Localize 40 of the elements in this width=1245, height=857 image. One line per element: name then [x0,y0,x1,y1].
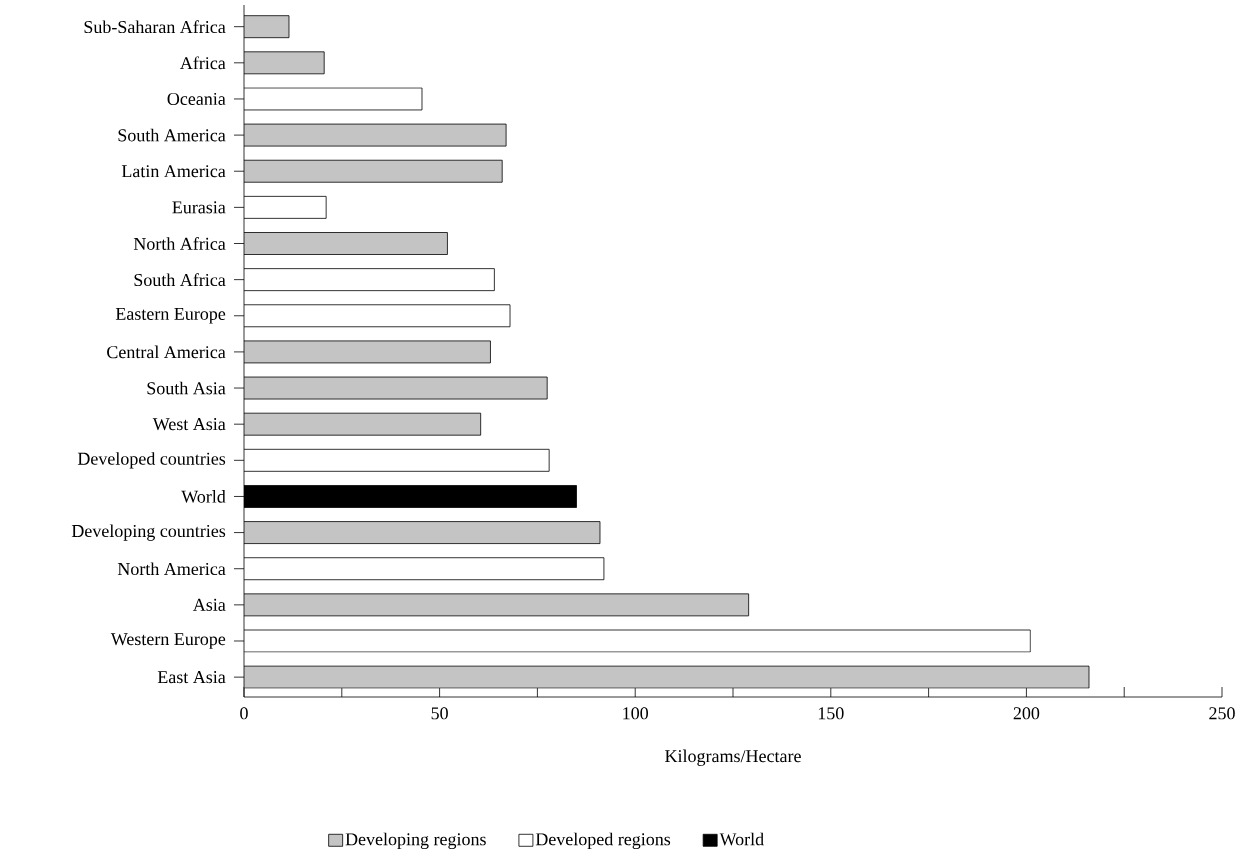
x-tick-label: 200 [1013,707,1040,720]
y-tick-label: South America [118,128,226,142]
y-tick-label: West Asia [152,418,226,431]
x-tick-label: 50 [431,707,448,720]
y-tick-label: Western Europe [110,633,226,649]
bar [244,593,750,617]
y-tick-label: South Asia [147,381,226,395]
y-tick-label: South Africa [134,273,226,287]
legend-label: World [719,832,764,846]
bar [244,376,548,400]
y-tick-label: East Asia [157,671,226,684]
x-tick-label: 250 [1209,707,1235,720]
bar [244,340,491,364]
x-axis-title: Kilograms/Hectare [665,749,801,766]
y-tick-label: Africa [180,56,226,70]
bar [244,51,325,75]
bar [244,412,482,436]
bar [244,232,448,255]
y-tick-label: Developing countries [71,524,226,541]
x-tick-label: 150 [818,707,844,720]
y-tick-label: Eurasia [172,201,226,214]
y-tick-label: Sub-Saharan Africa [84,20,226,34]
x-tick-label: 100 [623,707,649,720]
legend-label: Developing regions [345,832,486,850]
y-tick-label: Latin America [121,165,226,178]
y-tick-label: North America [117,562,226,576]
legend-label: Developed regions [535,832,671,850]
y-tick-label: Central America [107,345,226,359]
bar [244,665,1090,689]
y-tick-label: Eastern Europe [115,307,226,324]
bar [244,123,507,147]
bar [244,159,503,183]
y-tick-label: Developed countries [77,452,226,469]
x-tick-label: 0 [240,707,248,720]
y-tick-label: Oceania [167,92,226,105]
bar [244,15,290,39]
bar [244,521,601,544]
y-tick-label: World [181,490,226,503]
y-tick-label: North Africa [133,237,226,250]
y-tick-label: Asia [192,598,226,611]
